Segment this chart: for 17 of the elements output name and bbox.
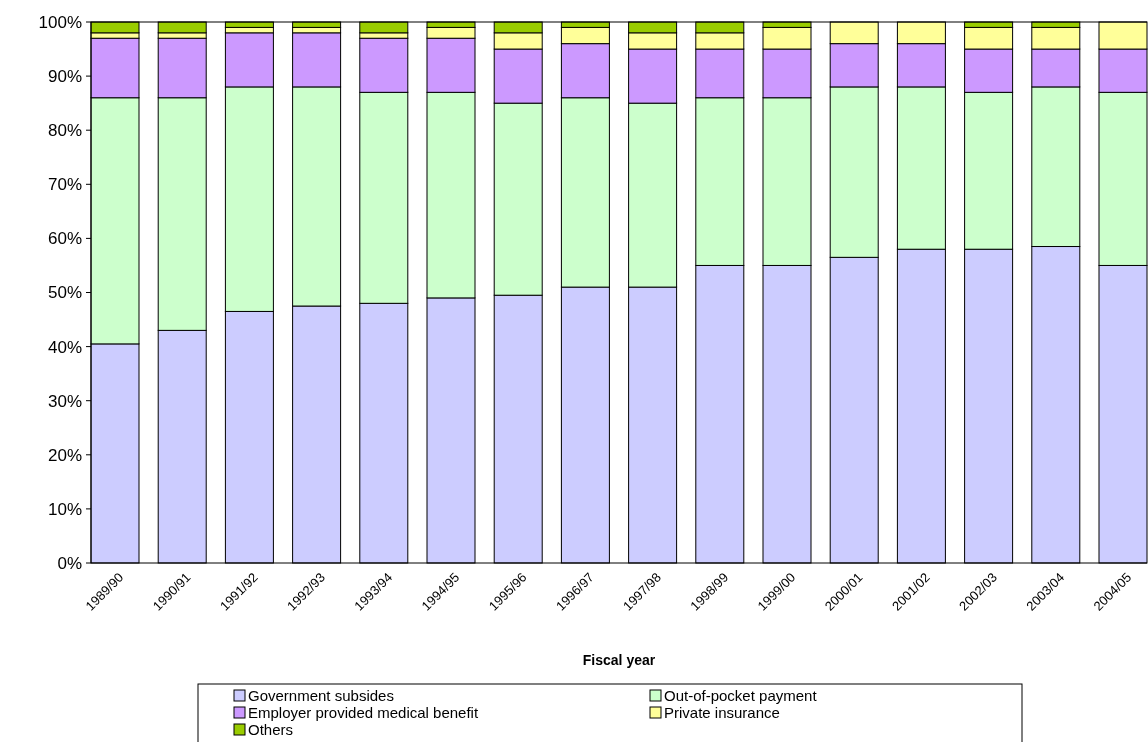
y-tick-label: 70%	[47, 175, 82, 195]
y-tick-label: 0%	[57, 553, 82, 573]
legend-label: Private insurance	[664, 704, 780, 722]
y-tick-label: 80%	[47, 121, 82, 141]
y-tick-label: 30%	[47, 391, 82, 411]
y-tick-label: 90%	[47, 67, 82, 87]
y-tick-label: 40%	[47, 337, 82, 357]
y-tick-label: 50%	[47, 283, 82, 303]
y-tick-label: 20%	[47, 445, 82, 465]
legend-label: Others	[248, 721, 294, 739]
x-axis-title: Fiscal year	[582, 652, 656, 668]
legend-label: Employer provided medical benefit	[248, 704, 479, 722]
legend-label: Government subsides	[248, 687, 394, 705]
legend-label: Out-of-pocket payment	[664, 687, 818, 705]
y-tick-label: 60%	[47, 229, 82, 249]
y-tick-label: 10%	[47, 499, 82, 519]
y-tick-label: 100%	[38, 12, 82, 32]
